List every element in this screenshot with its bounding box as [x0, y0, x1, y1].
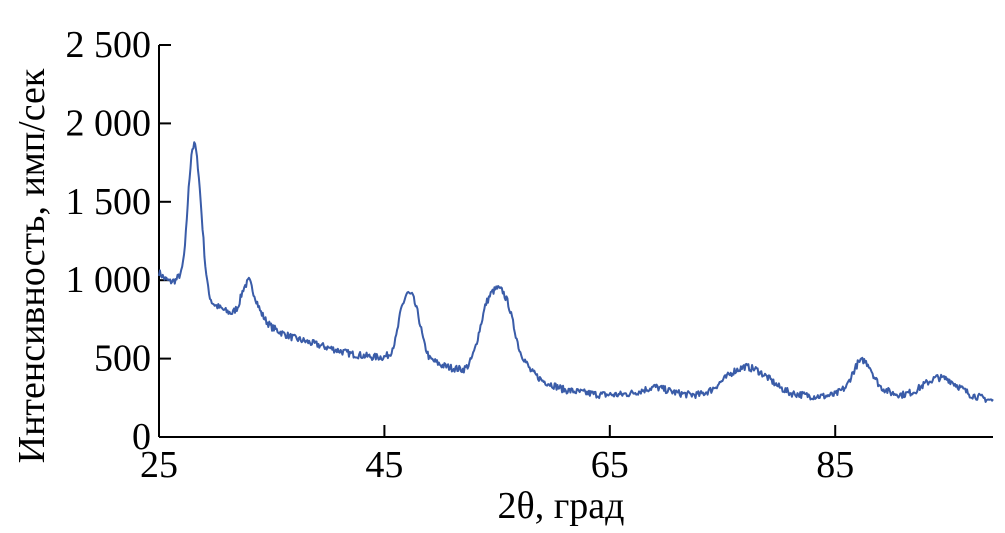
- y-tick-label: 500: [94, 338, 151, 380]
- series-line-intensity: [158, 141, 994, 403]
- x-axis-ticks: 25 45 65 85: [140, 425, 854, 486]
- y-axis-title: Интенсивность, имп/сек: [11, 68, 53, 463]
- x-tick-label: 85: [816, 444, 854, 486]
- y-tick-label: 1 000: [66, 259, 152, 301]
- y-tick-label: 1 500: [66, 181, 152, 223]
- y-tick-label: 2 500: [66, 24, 152, 66]
- x-tick-label: 65: [591, 444, 629, 486]
- y-tick-label: 2 000: [66, 102, 152, 144]
- x-axis-title: 2θ, град: [498, 485, 625, 527]
- y-tick-label: 0: [132, 416, 151, 458]
- x-tick-label: 25: [140, 444, 178, 486]
- x-tick-label: 45: [365, 444, 403, 486]
- y-axis-ticks: 0 500 1 000 1 500 2 000 2 500: [66, 24, 171, 458]
